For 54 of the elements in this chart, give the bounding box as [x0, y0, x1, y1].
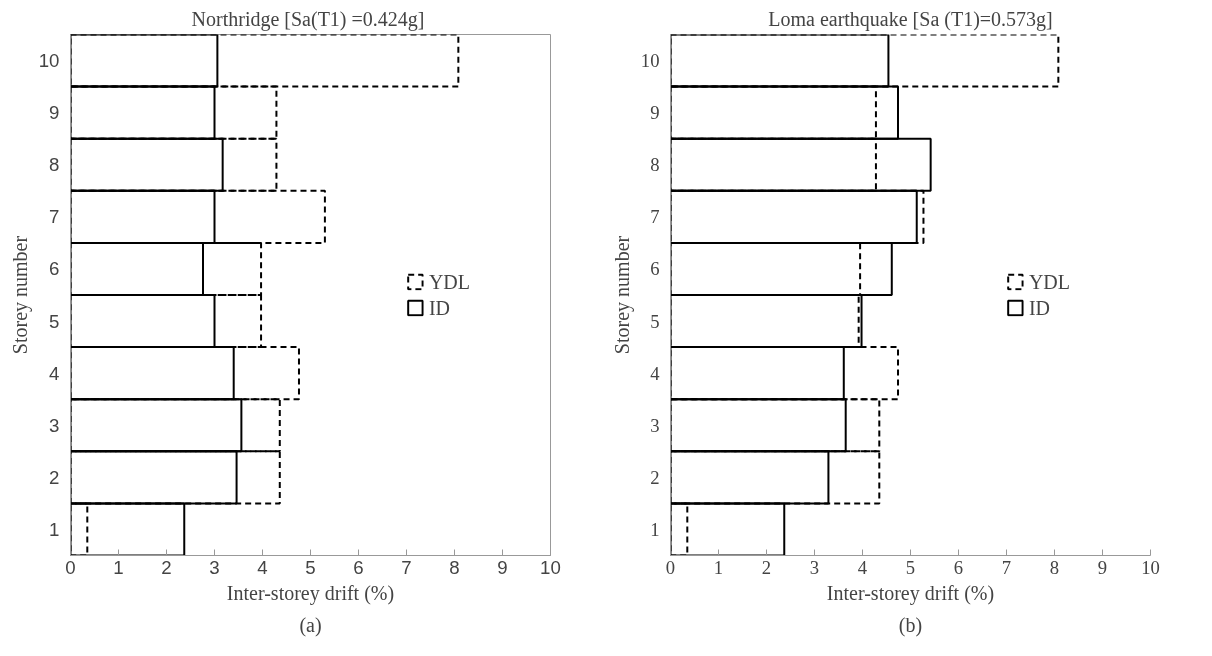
y-tick-label: 10 — [640, 50, 660, 72]
y-tick-label: 8 — [49, 154, 60, 176]
x-tick-label: 8 — [449, 556, 460, 578]
y-tick-label: 9 — [49, 102, 60, 124]
y-tick-label: 1 — [650, 518, 660, 540]
x-tick-label: 9 — [1097, 556, 1108, 578]
x-tick-label: 7 — [1001, 556, 1012, 578]
x-tick-label: 2 — [761, 556, 772, 578]
x-tick-label: 3 — [809, 556, 820, 578]
y-tick-label: 4 — [49, 362, 60, 384]
x-tick-label: 10 — [540, 556, 561, 578]
legend-label: YDL — [428, 270, 470, 293]
legend-label: ID — [428, 296, 450, 319]
x-axis-title: Inter-storey drift (%) — [226, 581, 395, 605]
chart-title: Northridge [Sa(T1) =0.424g] — [191, 7, 425, 31]
x-tick-label: 0 — [665, 556, 676, 578]
x-tick-label: 3 — [209, 556, 220, 578]
y-axis-title: Storey number — [8, 235, 32, 355]
x-tick-label: 7 — [401, 556, 412, 578]
x-tick-label: 6 — [353, 556, 364, 578]
x-axis-title: Inter-storey drift (%) — [826, 581, 995, 605]
x-tick-label: 4 — [257, 556, 268, 578]
x-tick-label: 1 — [713, 556, 724, 578]
x-tick-label: 6 — [953, 556, 964, 578]
x-tick-label: 1 — [113, 556, 124, 578]
y-tick-label: 7 — [49, 206, 60, 228]
y-tick-label: 6 — [49, 258, 60, 280]
y-tick-label: 5 — [49, 310, 60, 332]
y-tick-label: 1 — [49, 518, 60, 540]
text: (b) — [898, 613, 923, 637]
y-tick-label: 10 — [38, 50, 60, 72]
y-tick-label: 2 — [49, 466, 60, 488]
legend-label: YDL — [1028, 270, 1070, 293]
x-tick-label: 0 — [65, 556, 76, 578]
y-tick-label: 3 — [49, 414, 60, 436]
y-tick-label: 7 — [650, 206, 660, 228]
y-axis-title: Storey number — [610, 235, 634, 355]
legend-label: ID — [1028, 296, 1050, 319]
text: (a) — [299, 613, 322, 637]
x-tick-label: 5 — [305, 556, 316, 578]
x-tick-label: 9 — [497, 556, 508, 578]
y-tick-label: 3 — [650, 414, 660, 436]
y-tick-label: 9 — [650, 102, 660, 124]
chart-title: Loma earthquake [Sa (T1)=0.573g] — [768, 7, 1053, 31]
x-tick-label: 5 — [905, 556, 916, 578]
y-tick-label: 2 — [650, 466, 660, 488]
y-tick-label: 4 — [650, 362, 661, 384]
x-tick-label: 2 — [161, 556, 172, 578]
y-tick-label: 5 — [650, 310, 660, 332]
x-tick-label: 4 — [857, 556, 868, 578]
y-tick-label: 6 — [650, 258, 660, 280]
y-tick-label: 8 — [650, 154, 660, 176]
x-tick-label: 8 — [1049, 556, 1060, 578]
x-tick-label: 10 — [1141, 556, 1160, 578]
